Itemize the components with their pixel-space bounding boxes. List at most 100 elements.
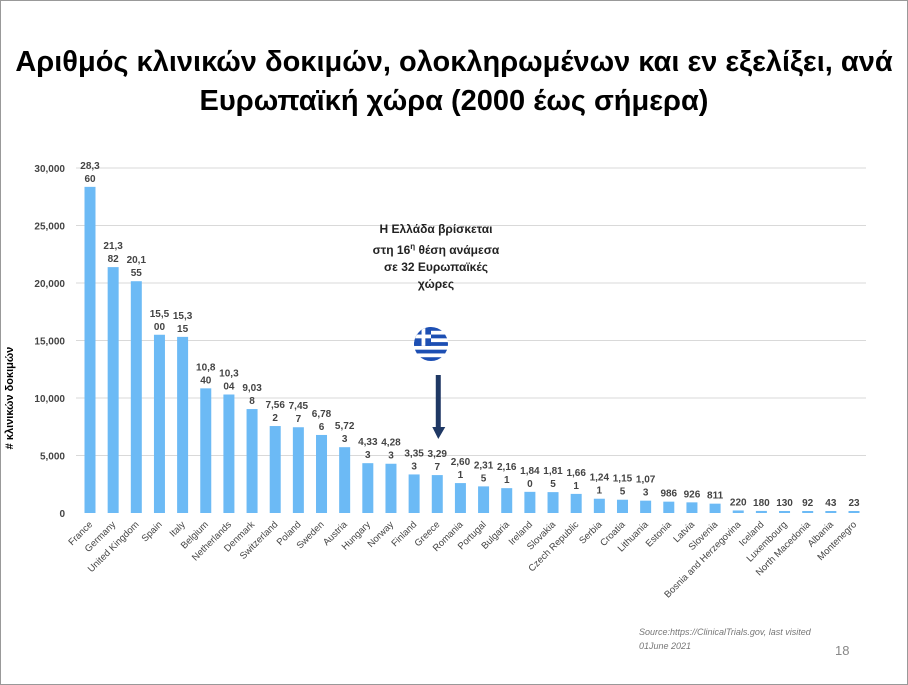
bar-albania bbox=[825, 511, 837, 513]
y-tick-label: 10,000 bbox=[34, 394, 65, 405]
bar-north-macedonia bbox=[802, 511, 814, 513]
y-tick-label: 0 bbox=[59, 509, 65, 520]
y-tick-label: 15,000 bbox=[34, 337, 65, 348]
data-label: 15,3 bbox=[173, 311, 193, 322]
data-label: 986 bbox=[660, 489, 677, 500]
bar-czech-republic bbox=[570, 493, 582, 513]
data-label: 3 bbox=[342, 434, 348, 445]
bar-hungary bbox=[362, 463, 374, 513]
data-label: 1 bbox=[458, 470, 464, 481]
y-axis-label: # κλινικών δοκιμών bbox=[4, 346, 16, 450]
data-label: 7,45 bbox=[289, 401, 309, 412]
bar-belgium bbox=[200, 388, 212, 513]
annotation-line: Η Ελλάδα βρίσκεται bbox=[379, 222, 493, 236]
bar-france bbox=[84, 186, 96, 514]
page-number: 18 bbox=[835, 643, 850, 658]
data-label: 4,33 bbox=[358, 437, 378, 448]
bar-austria bbox=[339, 447, 351, 513]
data-label: 130 bbox=[776, 498, 793, 509]
bar-lithuania bbox=[640, 500, 652, 513]
arrow-down-icon bbox=[432, 427, 446, 439]
data-label: 5 bbox=[620, 487, 626, 498]
annotation-text: θέση ανάμεσα bbox=[415, 243, 500, 257]
bar-croatia bbox=[616, 499, 628, 513]
data-label: 60 bbox=[84, 174, 96, 185]
y-tick-label: 25,000 bbox=[34, 222, 65, 233]
slide-title: Αριθμός κλινικών δοκιμών, ολοκληρωμένων … bbox=[15, 46, 893, 117]
bar-bulgaria bbox=[501, 488, 513, 513]
bar-luxembourg bbox=[779, 511, 791, 513]
bar-netherlands bbox=[223, 394, 235, 513]
data-label: 5 bbox=[481, 473, 487, 484]
data-label: 7 bbox=[296, 414, 302, 425]
bar-portugal bbox=[478, 486, 490, 513]
data-label: 28,3 bbox=[80, 161, 100, 172]
data-label: 5,72 bbox=[335, 421, 355, 432]
bar-romania bbox=[454, 483, 466, 513]
y-tick-label: 30,000 bbox=[34, 164, 65, 175]
annotation-line: σε 32 Ευρωπαϊκές bbox=[383, 260, 489, 274]
bar-slovenia bbox=[709, 503, 721, 513]
y-tick-label: 5,000 bbox=[40, 452, 65, 463]
data-label: 7 bbox=[434, 462, 440, 473]
data-label: 2,16 bbox=[497, 462, 517, 473]
bar-germany bbox=[107, 267, 119, 513]
data-label: 15,5 bbox=[150, 309, 170, 320]
bar-bosnia-and-herzegovina bbox=[732, 510, 744, 513]
x-tick-label: Spain bbox=[140, 519, 165, 544]
data-label: 8 bbox=[249, 396, 255, 407]
bar-norway bbox=[385, 463, 397, 513]
data-label: 1 bbox=[504, 475, 510, 486]
data-label: 10,3 bbox=[219, 369, 239, 380]
data-label: 40 bbox=[200, 375, 212, 386]
greece-annotation: Η Ελλάδα βρίσκεται στη 16η θέση ανάμεσα … bbox=[361, 221, 511, 293]
data-label: 2 bbox=[272, 413, 278, 424]
data-label: 1 bbox=[597, 486, 603, 497]
bar-switzerland bbox=[269, 426, 281, 513]
data-label: 926 bbox=[684, 489, 701, 500]
data-label: 1,15 bbox=[613, 474, 633, 485]
annotation-text: στη 16 bbox=[372, 243, 411, 257]
data-label: 1,81 bbox=[543, 466, 563, 477]
bar-montenegro bbox=[848, 511, 860, 513]
data-label: 20,1 bbox=[127, 255, 147, 266]
bar-finland bbox=[408, 474, 420, 513]
data-label: 2,31 bbox=[474, 460, 494, 471]
bar-sweden bbox=[316, 434, 328, 513]
data-label: 2,60 bbox=[451, 457, 471, 468]
bar-spain bbox=[153, 334, 165, 513]
data-label: 3,35 bbox=[404, 448, 424, 459]
data-label: 9,03 bbox=[242, 383, 262, 394]
data-label: 04 bbox=[223, 382, 235, 393]
data-label: 23 bbox=[848, 498, 860, 509]
bar-italy bbox=[177, 336, 189, 513]
y-tick-label: 20,000 bbox=[34, 279, 65, 290]
data-label: 3 bbox=[365, 450, 371, 461]
bar-poland bbox=[292, 427, 304, 513]
bar-serbia bbox=[593, 498, 605, 513]
data-label: 7,56 bbox=[265, 400, 285, 411]
bar-estonia bbox=[663, 501, 675, 513]
data-label: 1 bbox=[573, 481, 579, 492]
data-label: 4,28 bbox=[381, 438, 401, 449]
data-label: 3 bbox=[411, 461, 417, 472]
bar-iceland bbox=[755, 510, 767, 513]
bar-ireland bbox=[524, 491, 536, 513]
data-label: 21,3 bbox=[103, 241, 123, 252]
data-label: 1,07 bbox=[636, 475, 656, 486]
annotation-sup: η bbox=[410, 242, 416, 251]
x-tick-label: Norway bbox=[366, 519, 397, 550]
data-label: 1,84 bbox=[520, 466, 540, 477]
data-label: 6 bbox=[319, 422, 325, 433]
x-tick-label: Estonia bbox=[644, 519, 675, 550]
annotation-line: στη 16η θέση ανάμεσα bbox=[361, 238, 511, 259]
data-label: 43 bbox=[825, 498, 837, 509]
data-label: 3,29 bbox=[428, 449, 448, 460]
data-label: 6,78 bbox=[312, 409, 332, 420]
bar-denmark bbox=[246, 409, 258, 513]
data-label: 00 bbox=[154, 322, 166, 333]
annotation-line: χώρες bbox=[417, 277, 455, 291]
data-label: 82 bbox=[108, 254, 120, 265]
